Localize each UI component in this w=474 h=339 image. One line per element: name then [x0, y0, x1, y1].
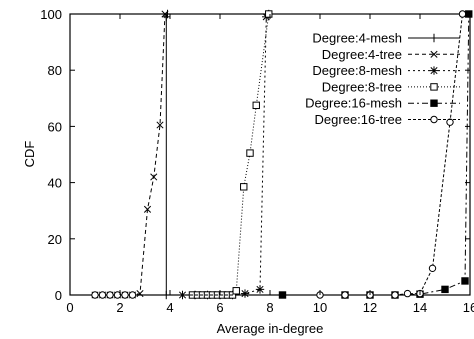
- data-point-degree-16-tree: [121, 291, 129, 299]
- x-tick-label: 2: [116, 300, 123, 315]
- series-layer: [91, 9, 473, 300]
- data-point-degree-16-tree: [128, 291, 137, 299]
- legend-item-degree-16-tree: Degree:16-tree: [315, 112, 460, 127]
- x-tick-label: 8: [266, 300, 273, 315]
- series-degree-8-mesh: [178, 9, 273, 300]
- series-line-degree-4-mesh: [165, 13, 168, 295]
- x-tick-label: 10: [313, 300, 327, 315]
- data-point-degree-8-tree: [232, 287, 240, 295]
- series-degree-4-tree: [91, 10, 169, 299]
- legend-item-degree-8-mesh: Degree:8-mesh: [312, 63, 460, 78]
- data-point-degree-16-tree: [341, 291, 349, 299]
- legend-label: Degree:4-tree: [322, 47, 402, 62]
- data-point-degree-16-mesh: [441, 285, 449, 294]
- legend-item-degree-16-mesh: Degree:16-mesh: [305, 96, 460, 111]
- x-tick-label: 6: [216, 300, 223, 315]
- data-point-degree-16-tree: [113, 291, 122, 299]
- data-point-degree-16-tree: [391, 291, 399, 299]
- data-point-degree-16-tree: [446, 118, 454, 126]
- data-point-degree-16-tree: [98, 291, 107, 299]
- x-tick-label: 4: [166, 300, 173, 315]
- legend-marker: [430, 115, 438, 124]
- tick-layer: 0 2 4 6 8 10 12 14 16 0 20 40 60 80 100: [40, 7, 474, 315]
- data-point-degree-8-mesh: [255, 285, 265, 294]
- y-tick-label: 0: [55, 288, 62, 303]
- plot-area: 0 2 4 6 8 10 12 14 16 0 20 40 60 80 100: [40, 7, 474, 315]
- series-degree-4-mesh: [162, 9, 172, 300]
- data-point-degree-8-tree: [246, 149, 254, 157]
- y-tick-label: 100: [40, 7, 62, 22]
- series-degree-16-tree: [91, 10, 467, 299]
- x-axis-label: Average in-degree: [217, 321, 324, 336]
- legend-marker: [429, 66, 439, 75]
- data-point-degree-4-tree: [156, 121, 164, 129]
- y-tick-label: 40: [48, 176, 62, 191]
- legend-marker: [430, 99, 438, 107]
- legend-label: Degree:8-mesh: [312, 63, 402, 78]
- data-point-degree-4-tree: [136, 290, 144, 298]
- data-point-degree-16-tree: [91, 291, 99, 299]
- series-line-degree-16-tree: [95, 13, 463, 296]
- y-tick-label: 80: [48, 63, 62, 78]
- x-tick-label: 14: [413, 300, 427, 315]
- data-point-degree-16-tree: [106, 291, 114, 299]
- series-degree-8-tree: [188, 10, 273, 299]
- series-line-degree-8-mesh: [182, 13, 270, 296]
- data-point-degree-4-tree: [161, 10, 169, 18]
- data-point-degree-16-tree: [428, 264, 437, 273]
- data-point-degree-16-tree: [458, 10, 467, 18]
- data-point-degree-16-mesh: [461, 277, 469, 285]
- y-tick-label: 20: [48, 232, 62, 247]
- y-axis-label: CDF: [22, 141, 37, 168]
- x-tick-label: 0: [66, 300, 73, 315]
- series-line-degree-8-tree: [192, 13, 270, 296]
- data-point-degree-8-mesh: [240, 289, 250, 298]
- data-point-degree-8-tree: [252, 101, 260, 110]
- series-line-degree-4-tree: [95, 13, 166, 296]
- plot-frame: [69, 13, 471, 296]
- data-point-degree-8-tree: [240, 183, 248, 191]
- legend-item-degree-4-tree: Degree:4-tree: [322, 47, 460, 62]
- legend-marker: [430, 83, 438, 91]
- legend-label: Degree:8-tree: [322, 79, 402, 94]
- y-tick-label: 60: [48, 119, 62, 134]
- data-point-degree-4-tree: [143, 205, 152, 213]
- legend: Degree:4-meshDegree:4-treeDegree:8-meshD…: [305, 31, 460, 127]
- legend-item-degree-8-tree: Degree:8-tree: [322, 79, 460, 94]
- legend-label: Degree:16-tree: [315, 112, 402, 127]
- legend-item-degree-4-mesh: Degree:4-mesh: [312, 31, 460, 46]
- series-line-degree-16-mesh: [282, 13, 470, 296]
- legend-marker: [429, 33, 439, 43]
- legend-marker: [430, 50, 438, 58]
- legend-label: Degree:4-mesh: [312, 31, 402, 46]
- data-point-degree-16-tree: [403, 289, 412, 298]
- data-point-degree-8-tree: [265, 10, 273, 18]
- x-tick-label: 16: [463, 300, 474, 315]
- legend-label: Degree:16-mesh: [305, 96, 402, 111]
- data-point-degree-4-tree: [150, 173, 158, 181]
- x-tick-label: 12: [363, 300, 377, 315]
